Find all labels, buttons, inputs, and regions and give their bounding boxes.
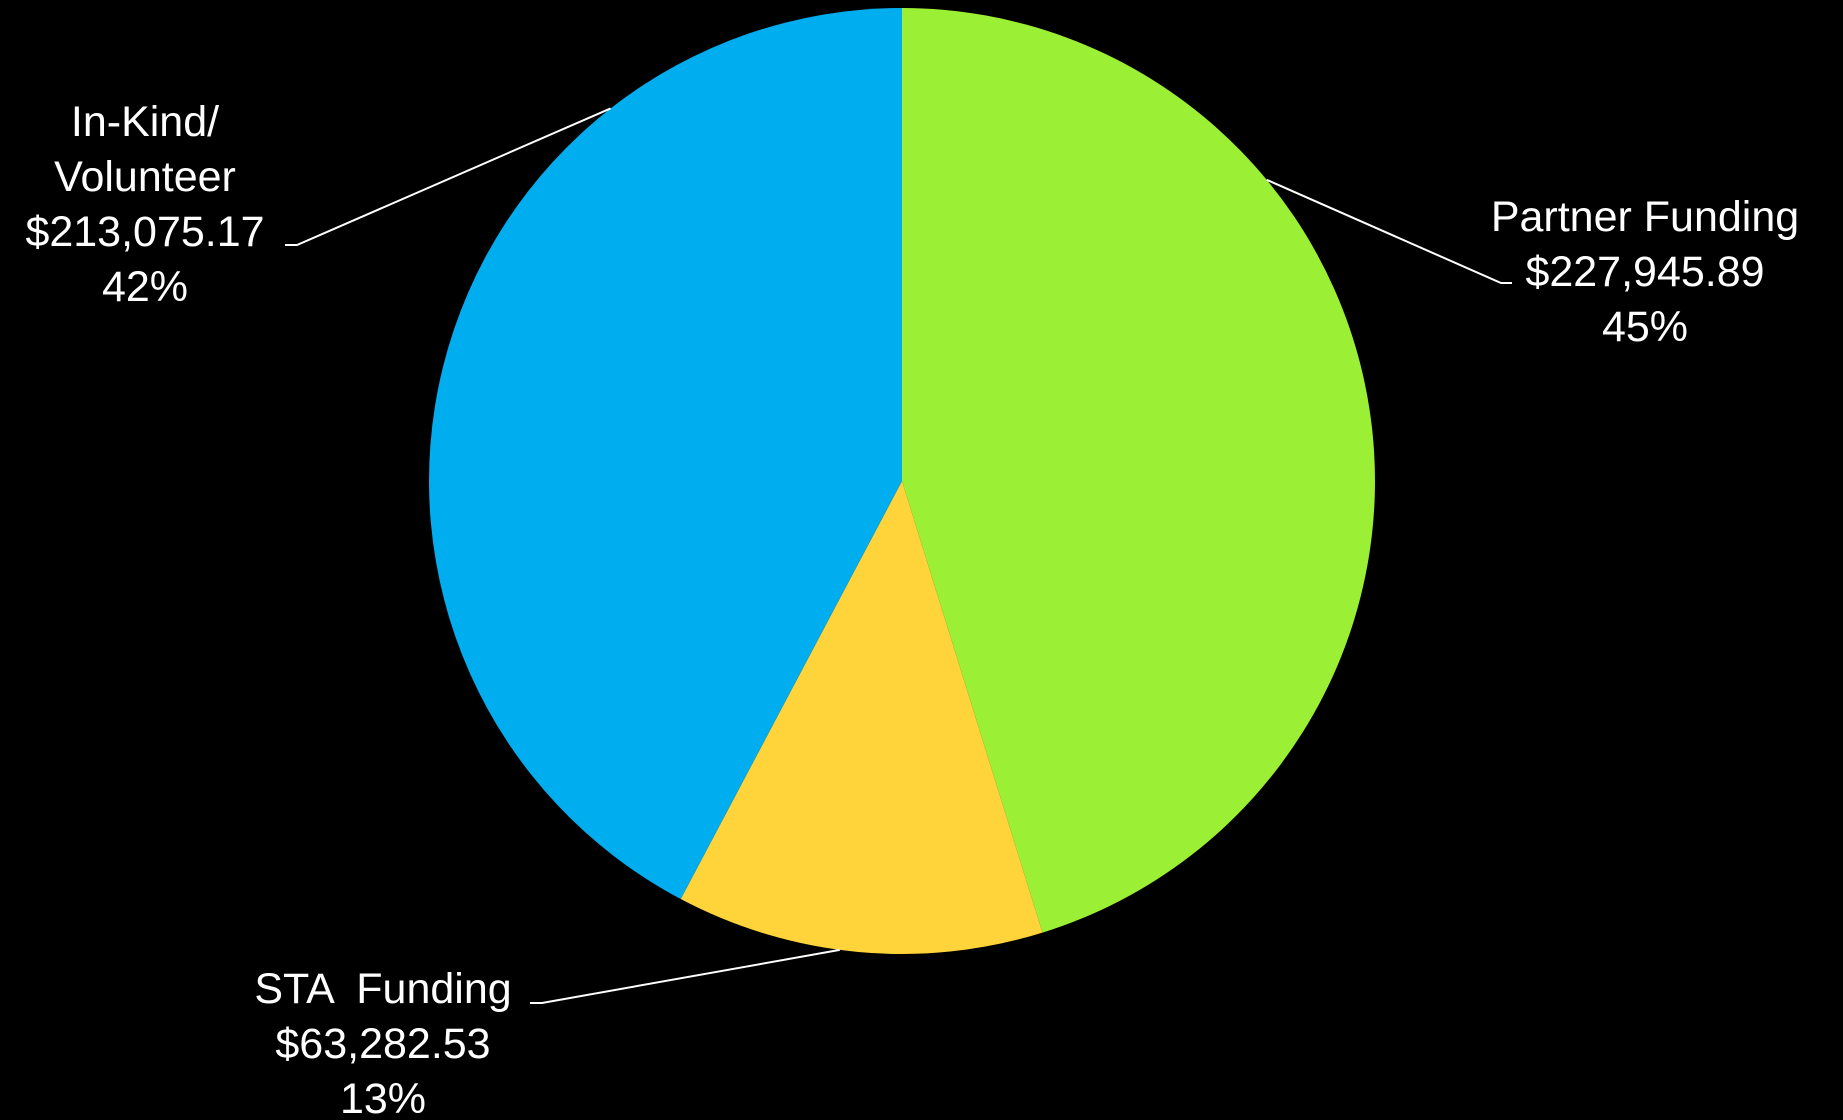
slice-name-line1-in-kind: In-Kind/	[71, 98, 219, 146]
slice-percent-in-kind-volunteer: 42%	[102, 263, 188, 311]
pie-slice-sta-funding	[680, 481, 1043, 954]
leader-line-in-kind-volunteer	[285, 107, 611, 246]
pie-slice-in-kind-volunteer	[429, 8, 902, 900]
slice-name-line2-volunteer: Volunteer	[54, 153, 236, 201]
label-sta-funding: STA Funding $63,282.53 13%	[254, 965, 511, 1120]
label-in-kind-volunteer: In-Kind/ Volunteer $213,075.17 42%	[25, 98, 264, 311]
slice-name-sta-funding: STA Funding	[254, 965, 511, 1013]
leader-lines	[285, 107, 1512, 1004]
pie-slices	[429, 8, 1375, 954]
slice-percent-sta-funding: 13%	[340, 1075, 426, 1120]
pie-slice-partner-funding	[902, 8, 1375, 933]
leader-line-partner-funding	[1266, 178, 1512, 284]
slice-value-in-kind-volunteer: $213,075.17	[25, 208, 264, 256]
slice-name-partner-funding: Partner Funding	[1491, 193, 1799, 241]
slice-value-sta-funding: $63,282.53	[275, 1020, 490, 1068]
slice-value-partner-funding: $227,945.89	[1525, 248, 1764, 296]
label-partner-funding: Partner Funding $227,945.89 45%	[1491, 193, 1799, 351]
slice-percent-partner-funding: 45%	[1602, 303, 1688, 351]
leader-line-sta-funding	[530, 948, 840, 1004]
